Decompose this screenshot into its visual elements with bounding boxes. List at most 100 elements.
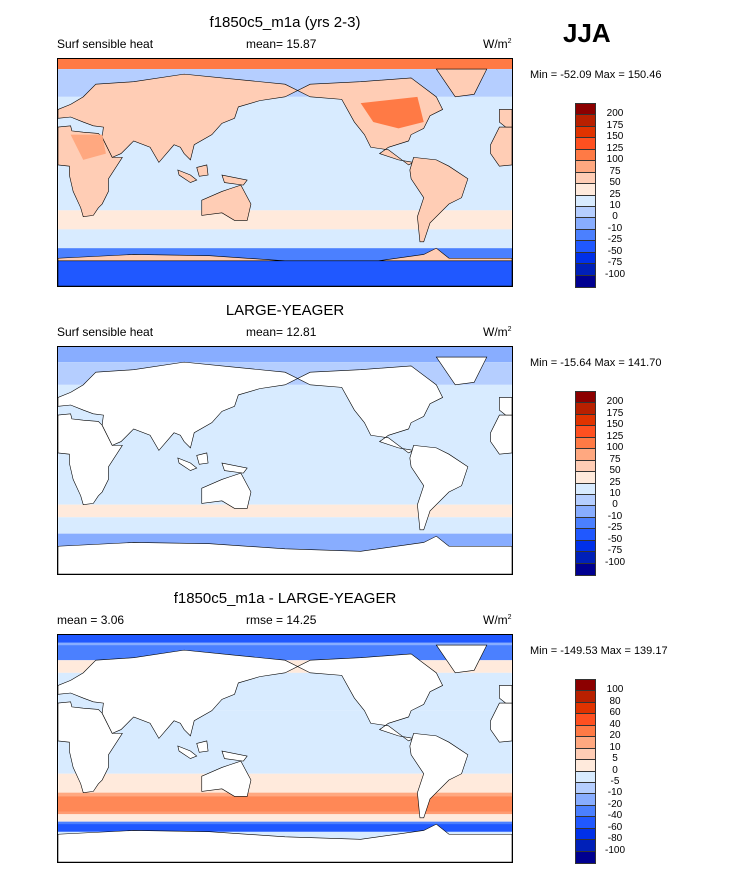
land-outline	[436, 357, 486, 385]
colorbar-swatch	[576, 115, 595, 127]
units-exponent: 2	[507, 38, 512, 45]
panel-center-label: rmse = 14.25	[246, 613, 317, 627]
units-label: W/m2	[483, 325, 512, 339]
land-outline	[499, 685, 512, 703]
colorbar-swatch	[576, 449, 595, 461]
colorbar-tick-label: -75	[607, 545, 623, 557]
units-text: W/m	[483, 325, 508, 339]
panel-title: f1850c5_m1a (yrs 2-3)	[209, 14, 361, 31]
colorbar-tick-label: 200	[606, 396, 624, 408]
colorbar-swatch	[576, 483, 595, 495]
colorbar-swatch	[576, 414, 595, 427]
colorbar-swatch	[576, 748, 595, 761]
land-outline	[178, 170, 197, 183]
colorbar-tick-label: 100	[606, 442, 624, 454]
colorbar-swatch	[576, 229, 595, 242]
colorbar-tick-label: 20	[609, 730, 621, 742]
colorbar-tick-label: -100	[604, 556, 625, 568]
colorbar-tick-label: 175	[606, 407, 624, 419]
land-outline	[58, 362, 298, 450]
colorbar-tick-label: 10	[609, 487, 621, 499]
colorbar-swatch	[576, 805, 595, 818]
panel-left-label: mean = 3.06	[57, 613, 125, 627]
colorbar-swatch	[576, 149, 595, 162]
contour-band	[58, 517, 512, 534]
colorbar-swatch	[576, 206, 595, 219]
colorbar-tick-label: 0	[612, 499, 618, 511]
colorbar-swatch	[576, 218, 595, 230]
panel-center-label: mean= 12.81	[246, 325, 317, 339]
colorbar-tick-label: 25	[609, 188, 621, 200]
land-outline	[197, 453, 208, 464]
land-outline	[58, 824, 512, 862]
land-outline	[202, 185, 251, 220]
colorbar-tick-label: 80	[609, 695, 621, 707]
colorbar-swatch	[576, 680, 595, 692]
contour-map	[57, 58, 513, 287]
min-max-label: Min = -52.09 Max = 150.46	[530, 69, 662, 81]
colorbar-swatch	[576, 702, 595, 715]
land-outline	[222, 751, 247, 761]
land-outline	[197, 165, 208, 176]
contour-map	[57, 634, 513, 863]
colorbar-swatch	[576, 828, 595, 841]
colorbar-tick-label: -5	[610, 775, 620, 787]
colorbar-swatch	[576, 184, 595, 196]
colorbar-tick-label: -25	[607, 234, 623, 246]
panel-left-label: Surf sensible heat	[57, 37, 154, 51]
colorbar-tick-label: 75	[609, 165, 621, 177]
colorbar-swatch	[576, 517, 595, 530]
colorbar-swatch	[576, 840, 595, 852]
colorbar-tick-label: 150	[606, 131, 624, 143]
colorbar-swatch	[576, 552, 595, 564]
colorbar-swatch	[576, 540, 595, 553]
panel-center-label: mean= 15.87	[246, 37, 317, 51]
colorbar	[575, 679, 596, 864]
colorbar-swatch	[576, 252, 595, 265]
land-outline	[410, 445, 468, 529]
contour-band	[58, 229, 512, 249]
land-outline	[202, 473, 251, 508]
colorbar-swatch	[576, 460, 595, 473]
colorbar-swatch	[576, 426, 595, 438]
colorbar-swatch	[576, 275, 595, 287]
colorbar-tick-label: 125	[606, 430, 624, 442]
colorbar-swatch	[576, 506, 595, 518]
colorbar-swatch	[576, 403, 595, 415]
colorbar-swatch	[576, 725, 595, 738]
colorbar-swatch	[576, 195, 595, 207]
land-outline	[410, 157, 468, 241]
colorbar-tick-label: 100	[606, 154, 624, 166]
colorbar-swatch	[576, 737, 595, 749]
colorbar-tick-label: -10	[607, 787, 623, 799]
colorbar-tick-label: -10	[607, 222, 623, 234]
colorbar-tick-label: -10	[607, 510, 623, 522]
colorbar-swatch	[576, 494, 595, 507]
colorbar-tick-label: 5	[612, 753, 618, 765]
colorbar-swatch	[576, 264, 595, 276]
panel-title: f1850c5_m1a - LARGE-YEAGER	[173, 590, 397, 607]
colorbar-swatch	[576, 714, 595, 726]
colorbar-tick-label: -80	[607, 833, 623, 845]
colorbar-swatch	[576, 437, 595, 450]
colorbar-tick-label: 10	[609, 199, 621, 211]
units-label: W/m2	[483, 613, 512, 627]
colorbar-swatch	[576, 104, 595, 116]
colorbar-tick-label: -100	[604, 268, 625, 280]
land-outline	[298, 366, 443, 453]
land-outline	[58, 702, 122, 793]
colorbar-swatch	[576, 794, 595, 806]
colorbar-tick-label: 60	[609, 707, 621, 719]
colorbar-tick-label: 100	[606, 684, 624, 696]
colorbar-tick-label: -50	[607, 533, 623, 545]
units-text: W/m	[483, 37, 508, 51]
land-outline	[202, 761, 251, 796]
land-outline	[178, 746, 197, 759]
colorbar-tick-label: -75	[607, 257, 623, 269]
season-label: JJA	[563, 18, 611, 48]
colorbar-tick-label: -50	[607, 245, 623, 257]
land-outline	[491, 127, 512, 166]
colorbar-tick-label: -100	[604, 844, 625, 856]
colorbar-tick-label: 50	[609, 177, 621, 189]
